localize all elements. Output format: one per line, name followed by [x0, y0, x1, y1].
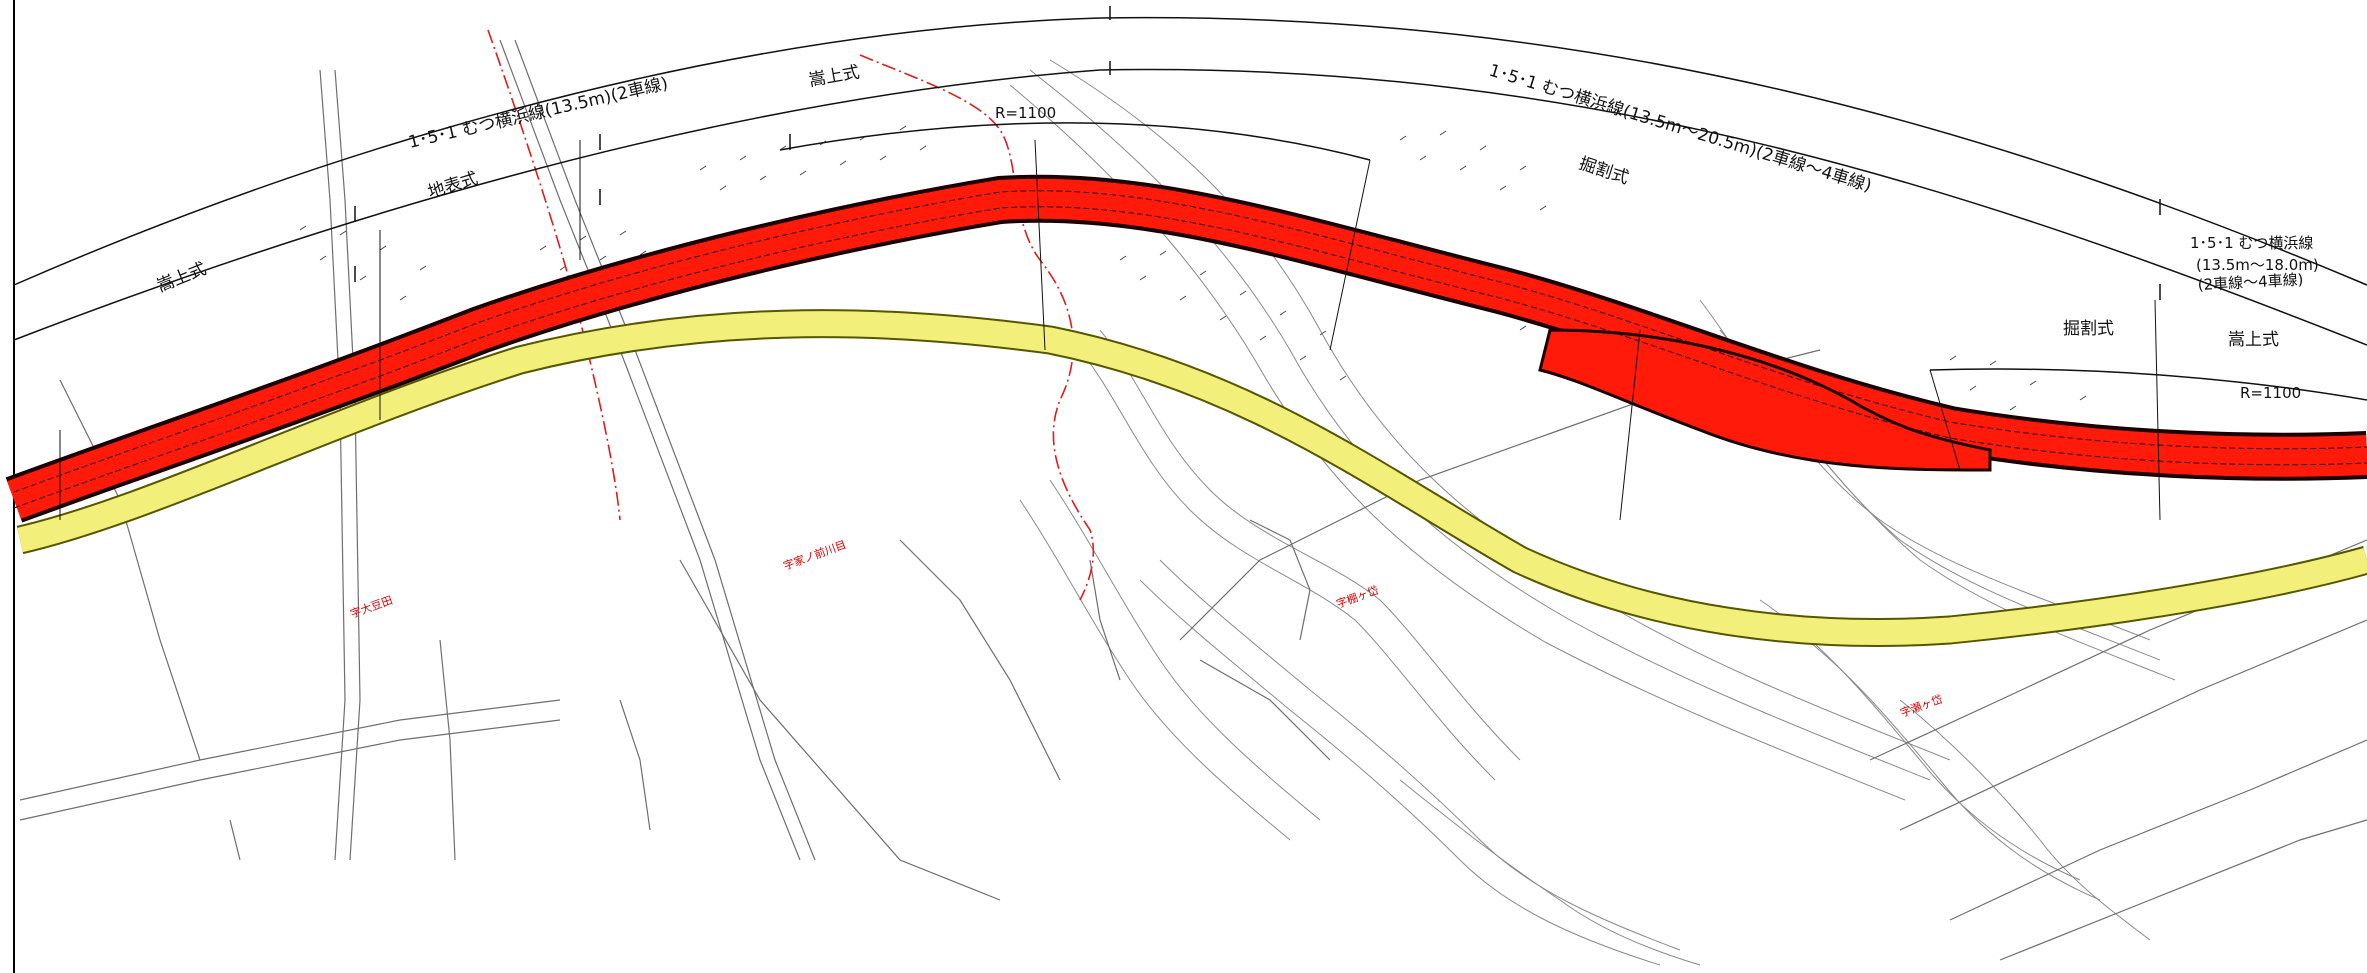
structure-label-cut-2: 掘割式 — [2063, 319, 2114, 339]
place-label-1: 字大豆田 — [348, 593, 394, 621]
existing-road-yellow-fill — [17, 311, 2367, 645]
place-label-4: 字瀬ヶ岱 — [1898, 692, 1944, 720]
planned-route-lane-2 — [13, 206, 2367, 509]
structure-label-surface: 地表式 — [426, 169, 481, 203]
structure-label-embankment-1: 嵩上式 — [154, 259, 209, 297]
planned-route-band — [7, 178, 2367, 519]
route-label-section-3-line1: 1･5･1 むつ横浜線 — [2190, 234, 2313, 252]
section-leaders — [59, 139, 2161, 521]
place-label-2: 字家ノ前川目 — [781, 537, 848, 573]
planned-route-lane-1 — [13, 190, 2367, 493]
route-label-section-2: 1･5･1 むつ横浜線(13.5m～20.5m)(2車線～4車線) — [1487, 61, 1874, 197]
curve-radius-labels: R=1100 R=1100 — [995, 104, 2301, 402]
arc-tick-marks — [354, 6, 2161, 300]
structure-label-embankment-2: 嵩上式 — [807, 62, 861, 91]
parcel-linework — [19, 39, 2367, 961]
curve-label-1: R=1100 — [995, 104, 1056, 122]
route-label-section-3-line2: (13.5m～18.0m) — [2196, 256, 2319, 274]
route-label-section-3-line3: (2車線～4車線) — [2197, 270, 2304, 294]
curve-label-2: R=1100 — [2240, 384, 2301, 402]
section-dimension-arcs — [13, 16, 2367, 401]
planned-route-widening — [1538, 328, 1992, 472]
structure-label-cut-1: 掘割式 — [1576, 154, 1631, 189]
place-label-3: 字棚ヶ岱 — [1334, 583, 1380, 611]
structure-label-embankment-3: 嵩上式 — [2228, 330, 2279, 350]
